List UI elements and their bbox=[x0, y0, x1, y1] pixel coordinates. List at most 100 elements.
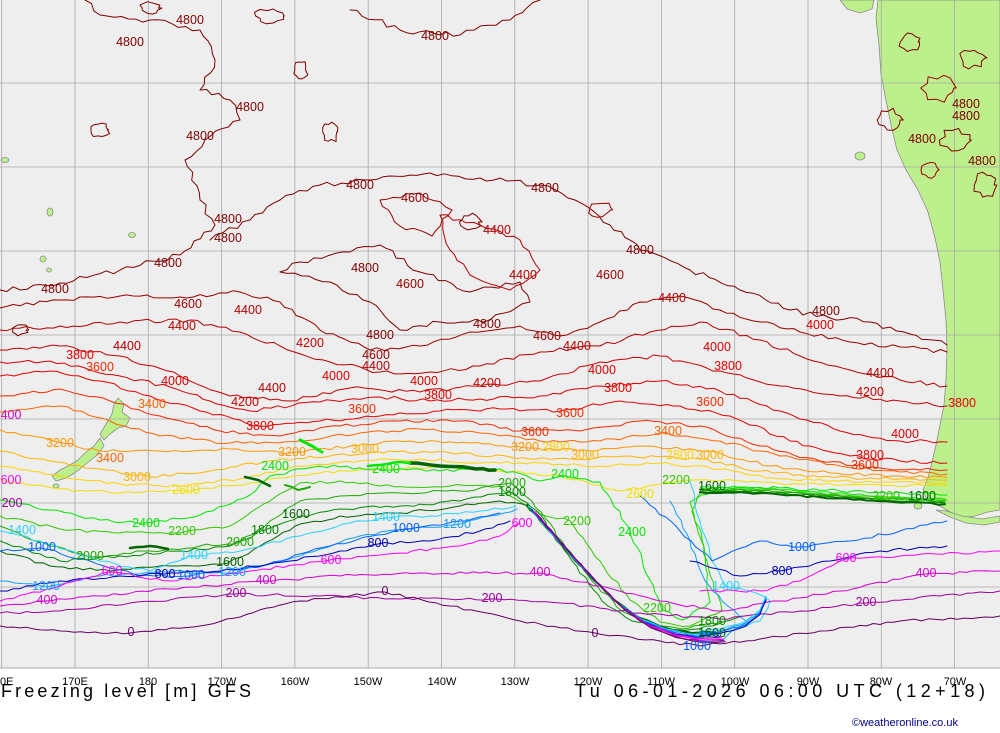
land-pacific-island bbox=[39, 255, 47, 263]
contour-label-2000: 2000 bbox=[76, 549, 104, 563]
land-stewart-island bbox=[52, 483, 60, 489]
contour-line-3600 bbox=[0, 388, 948, 471]
contour-label-4400: 4400 bbox=[563, 339, 591, 353]
contour-line-200 bbox=[0, 590, 1000, 620]
contour-label-4000: 4000 bbox=[806, 318, 834, 332]
contour-line-3000 bbox=[0, 450, 948, 481]
contour-label-3000: 3000 bbox=[696, 448, 724, 462]
contour-label-1400: 1400 bbox=[180, 548, 208, 562]
contour-label-4200: 4200 bbox=[856, 385, 884, 399]
contour-line-4600 bbox=[920, 74, 957, 103]
contour-label-4600: 4600 bbox=[396, 277, 424, 291]
contour-label-2400: 2400 bbox=[132, 516, 160, 530]
contour-line-1200 bbox=[699, 597, 767, 633]
contour-line-4000 bbox=[0, 359, 948, 444]
contour-label-3400: 3400 bbox=[138, 397, 166, 411]
contour-label-3600: 3600 bbox=[348, 402, 376, 416]
land-pacific-island bbox=[128, 232, 136, 238]
contour-line-600 bbox=[699, 550, 1000, 593]
contour-line-2200 bbox=[699, 487, 946, 501]
contour-label-4800: 4800 bbox=[214, 231, 242, 245]
contour-line-4400 bbox=[0, 318, 948, 388]
contour-label-600: 600 bbox=[1, 473, 22, 487]
contour-label-3800: 3800 bbox=[424, 388, 452, 402]
contour-line-4800 bbox=[90, 122, 111, 137]
lon-tick-label: 140W bbox=[428, 676, 457, 688]
contour-label-200: 200 bbox=[2, 496, 23, 510]
contour-label-3000: 3000 bbox=[571, 448, 599, 462]
contour-label-4400: 4400 bbox=[483, 223, 511, 237]
contour-label-4000: 4000 bbox=[322, 369, 350, 383]
contour-label-4800: 4800 bbox=[41, 282, 69, 296]
lon-tick-label: 100W bbox=[721, 676, 750, 688]
contour-line-1000 bbox=[0, 512, 501, 578]
lon-tick-label: 130W bbox=[501, 676, 530, 688]
contour-line-4800 bbox=[973, 171, 998, 198]
contour-label-4400: 4400 bbox=[866, 366, 894, 380]
contour-label-3200: 3200 bbox=[46, 436, 74, 450]
contour-line-4800 bbox=[959, 49, 988, 70]
contour-line-1400 bbox=[699, 595, 767, 632]
valid-time: Tu 06-01-2026 06:00 UTC (12+18) bbox=[575, 681, 985, 701]
contour-label-800: 800 bbox=[772, 564, 793, 578]
contour-label-4000: 4000 bbox=[588, 363, 616, 377]
contour-label-4600: 4600 bbox=[362, 348, 390, 362]
contour-label-3400: 3400 bbox=[654, 424, 682, 438]
contour-label-4000: 4000 bbox=[703, 340, 731, 354]
contour-line-2400 bbox=[699, 486, 946, 500]
contour-label-4800: 4800 bbox=[968, 154, 996, 168]
contour-label-1600: 1600 bbox=[216, 555, 244, 569]
contour-label-4000: 4000 bbox=[410, 374, 438, 388]
contour-label-4200: 4200 bbox=[473, 376, 501, 390]
contour-label-4600: 4600 bbox=[401, 191, 429, 205]
contour-line-2800 bbox=[0, 458, 948, 488]
contour-label-1000: 1000 bbox=[683, 639, 711, 653]
contour-label-2800: 2800 bbox=[542, 440, 570, 454]
contour-label-2200: 2200 bbox=[168, 524, 196, 538]
lon-tick-label: 180 bbox=[139, 676, 157, 688]
contour-label-1400: 1400 bbox=[372, 510, 400, 524]
land-pacific-island bbox=[46, 267, 52, 273]
contour-label-0: 0 bbox=[128, 625, 135, 639]
contour-label-3000: 3000 bbox=[351, 442, 379, 456]
contour-label-4800: 4800 bbox=[626, 243, 654, 257]
contour-line-4800 bbox=[279, 244, 531, 331]
contour-line-0 bbox=[536, 514, 726, 644]
contour-label-4000: 4000 bbox=[161, 374, 189, 388]
contour-label-3600: 3600 bbox=[696, 395, 724, 409]
contour-label-400: 400 bbox=[916, 566, 937, 580]
longitude-axis: 0E 170E 180 170W 160W 150W 140W 130W 120… bbox=[0, 676, 967, 688]
contour-line-1000 bbox=[639, 495, 948, 562]
contour-line-1200 bbox=[669, 500, 747, 642]
lon-tick-label: 80W bbox=[870, 676, 893, 688]
contour-label-4800: 4800 bbox=[154, 256, 182, 270]
contour-label-400: 400 bbox=[37, 593, 58, 607]
lon-tick-label: 170W bbox=[208, 676, 237, 688]
contour-label-2200: 2200 bbox=[563, 514, 591, 528]
contour-line-1600 bbox=[243, 475, 272, 488]
lon-tick-label: 90W bbox=[797, 676, 820, 688]
contour-line-0 bbox=[0, 591, 1000, 647]
contour-line-800 bbox=[699, 600, 767, 636]
map-title: Freezing level [m] GFS bbox=[1, 681, 251, 701]
contour-label-800: 800 bbox=[368, 536, 389, 550]
contour-label-1600: 1600 bbox=[282, 507, 310, 521]
contour-label-4400: 4400 bbox=[509, 268, 537, 282]
contour-label-4800: 4800 bbox=[952, 97, 980, 111]
ocean-area bbox=[0, 0, 1000, 668]
contour-line-4800 bbox=[322, 121, 339, 143]
contour-line-4800 bbox=[876, 107, 904, 131]
contour-line-1000 bbox=[699, 598, 767, 635]
contour-label-4800: 4800 bbox=[366, 328, 394, 342]
contour-label-4800: 4800 bbox=[473, 317, 501, 331]
land-chile-island bbox=[913, 502, 923, 510]
contour-line-4800 bbox=[254, 8, 285, 25]
contour-line-4800 bbox=[459, 212, 483, 231]
contour-line-400 bbox=[0, 570, 1000, 612]
contour-label-3400: 3400 bbox=[96, 451, 124, 465]
contour-label-1200: 1200 bbox=[32, 579, 60, 593]
contour-label-4800: 4800 bbox=[346, 178, 374, 192]
contour-label-4400: 4400 bbox=[113, 339, 141, 353]
contour-label-1000: 1000 bbox=[392, 521, 420, 535]
